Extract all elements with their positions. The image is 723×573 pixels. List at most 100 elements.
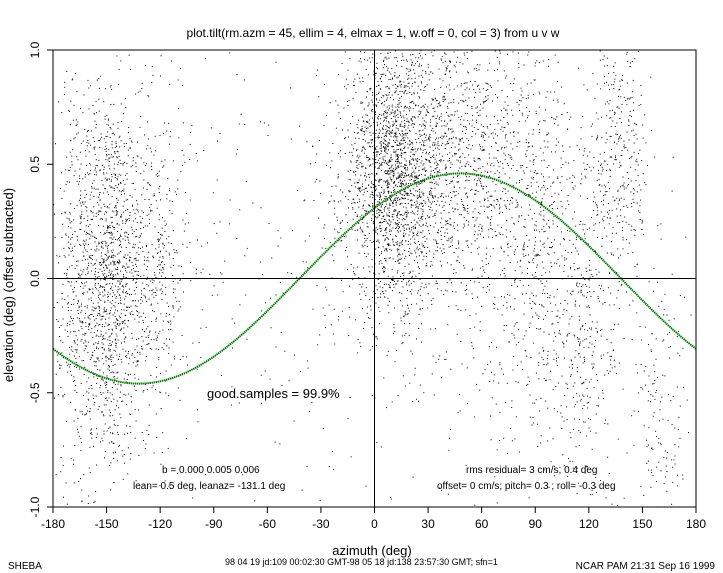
scatter-point <box>96 276 98 278</box>
scatter-point <box>101 136 103 138</box>
scatter-point <box>393 210 395 212</box>
scatter-point <box>415 190 417 192</box>
scatter-point <box>385 173 387 174</box>
scatter-point <box>486 192 488 194</box>
scatter-point <box>380 206 382 208</box>
scatter-point <box>383 208 385 210</box>
scatter-point <box>417 148 419 150</box>
scatter-point <box>145 336 147 338</box>
scatter-point <box>150 375 152 376</box>
scatter-point <box>112 275 114 277</box>
scatter-point <box>407 212 409 214</box>
scatter-point <box>507 53 509 55</box>
scatter-point <box>432 99 433 101</box>
scatter-point <box>340 150 342 152</box>
scatter-point <box>134 377 136 379</box>
scatter-point <box>368 123 370 125</box>
scatter-point <box>102 315 103 317</box>
scatter-point <box>486 247 488 249</box>
scatter-point <box>392 205 394 207</box>
scatter-point <box>111 270 113 272</box>
scatter-point <box>529 262 531 263</box>
scatter-point <box>494 207 496 209</box>
scatter-point <box>202 268 204 270</box>
scatter-point <box>110 274 112 276</box>
scatter-point <box>386 94 388 96</box>
scatter-point <box>389 183 390 185</box>
scatter-point <box>388 165 390 166</box>
scatter-point <box>163 165 165 167</box>
scatter-point <box>408 281 410 283</box>
scatter-point <box>106 399 108 401</box>
scatter-point <box>383 116 385 118</box>
scatter-point <box>160 288 162 290</box>
scatter-point <box>409 161 411 163</box>
scatter-point <box>382 142 384 144</box>
scatter-point <box>503 188 505 190</box>
scatter-point <box>156 335 158 337</box>
scatter-point <box>84 230 86 232</box>
scatter-point <box>535 399 537 401</box>
scatter-point <box>572 243 574 245</box>
scatter-point <box>376 210 378 212</box>
scatter-point <box>93 343 95 345</box>
scatter-point <box>401 244 403 246</box>
scatter-point <box>391 132 393 134</box>
scatter-point <box>101 347 103 349</box>
scatter-point <box>110 310 111 312</box>
scatter-point <box>396 155 398 157</box>
scatter-point <box>388 216 390 218</box>
scatter-point <box>348 191 350 193</box>
scatter-point <box>106 230 108 232</box>
scatter-point <box>398 103 400 105</box>
scatter-point <box>109 349 111 350</box>
scatter-point <box>437 171 439 172</box>
scatter-point <box>424 133 426 135</box>
scatter-point <box>384 139 386 141</box>
scatter-point <box>146 328 148 330</box>
scatter-point <box>159 391 161 393</box>
scatter-point <box>117 339 119 341</box>
scatter-point <box>464 165 466 167</box>
scatter-point <box>354 212 356 213</box>
scatter-point <box>428 137 429 139</box>
scatter-point <box>334 207 336 209</box>
scatter-point <box>428 217 430 219</box>
scatter-point <box>108 275 110 277</box>
scatter-point <box>123 190 125 192</box>
scatter-point <box>374 72 376 74</box>
scatter-point <box>123 327 125 329</box>
scatter-point <box>102 240 104 242</box>
scatter-point <box>99 310 100 312</box>
scatter-point <box>109 350 111 352</box>
scatter-point <box>388 186 390 188</box>
scatter-point <box>401 156 403 158</box>
scatter-point <box>123 232 125 234</box>
scatter-point <box>483 185 485 187</box>
scatter-point <box>87 267 89 269</box>
scatter-point <box>536 314 538 316</box>
scatter-point <box>107 118 109 120</box>
scatter-point <box>458 138 460 140</box>
scatter-point <box>128 357 130 359</box>
scatter-point <box>395 204 397 206</box>
scatter-point <box>395 242 397 244</box>
scatter-point <box>99 263 101 265</box>
scatter-point <box>116 354 118 356</box>
scatter-point <box>97 302 99 304</box>
scatter-point <box>398 160 399 162</box>
scatter-point <box>475 133 477 135</box>
scatter-point <box>425 153 427 155</box>
scatter-point <box>463 207 465 208</box>
scatter-point <box>129 260 131 262</box>
scatter-point <box>98 294 100 296</box>
scatter-point <box>360 129 362 131</box>
scatter-point <box>113 276 114 278</box>
scatter-point <box>484 199 486 201</box>
scatter-point <box>446 262 448 264</box>
scatter-point <box>372 206 374 208</box>
scatter-point <box>414 82 416 84</box>
scatter-point <box>71 265 73 266</box>
scatter-point <box>380 210 382 212</box>
scatter-point <box>108 349 110 351</box>
